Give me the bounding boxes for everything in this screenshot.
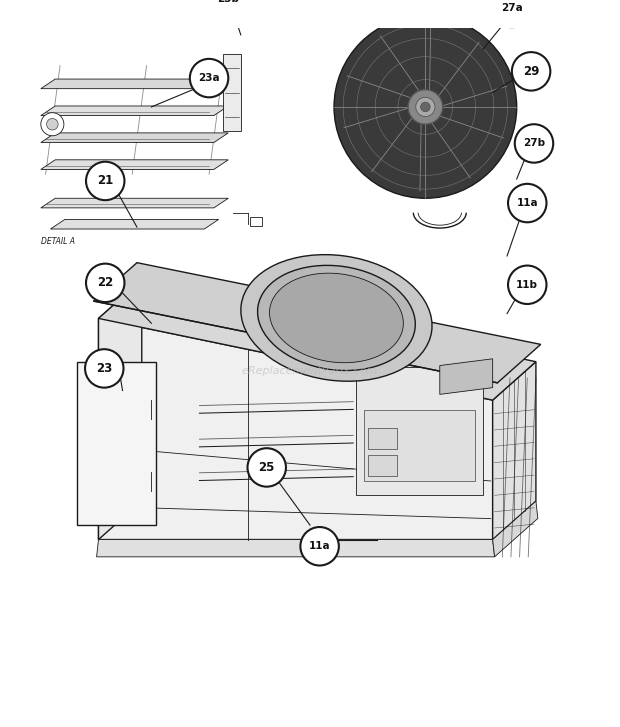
Polygon shape (97, 539, 495, 557)
Circle shape (300, 527, 339, 566)
Circle shape (408, 89, 443, 124)
Polygon shape (493, 501, 538, 557)
Polygon shape (493, 362, 536, 539)
Circle shape (46, 119, 58, 130)
Polygon shape (41, 198, 228, 208)
Polygon shape (223, 54, 241, 131)
Bar (368, 428, 397, 449)
Polygon shape (440, 359, 493, 394)
Circle shape (209, 0, 247, 18)
Text: 23a: 23a (198, 73, 220, 83)
Circle shape (515, 124, 553, 163)
Bar (356, 367, 483, 495)
Text: eReplacementParts.com: eReplacementParts.com (242, 366, 378, 377)
Bar (368, 455, 397, 476)
Circle shape (247, 449, 286, 486)
Bar (364, 410, 476, 481)
Text: 27a: 27a (501, 3, 523, 13)
Text: 27b: 27b (523, 138, 545, 148)
Text: 21: 21 (97, 174, 113, 188)
Polygon shape (41, 160, 228, 169)
Ellipse shape (241, 254, 432, 381)
Circle shape (508, 184, 546, 222)
Text: 23: 23 (96, 362, 112, 375)
Circle shape (334, 15, 516, 198)
Circle shape (493, 0, 531, 27)
Polygon shape (78, 362, 156, 525)
Circle shape (190, 59, 228, 97)
Circle shape (85, 349, 123, 387)
Polygon shape (41, 133, 228, 142)
Circle shape (86, 161, 125, 200)
Text: 29: 29 (523, 65, 539, 78)
Circle shape (508, 265, 546, 304)
Polygon shape (99, 280, 142, 539)
Circle shape (86, 264, 125, 302)
Bar (250, 217, 262, 226)
Polygon shape (94, 262, 541, 383)
Text: 11a: 11a (516, 198, 538, 208)
Circle shape (420, 102, 430, 112)
Text: 22: 22 (97, 276, 113, 289)
Polygon shape (41, 106, 228, 116)
Circle shape (512, 52, 551, 91)
Ellipse shape (270, 273, 404, 363)
Text: DETAIL A: DETAIL A (41, 237, 75, 246)
Polygon shape (99, 318, 493, 539)
Ellipse shape (257, 265, 415, 371)
Text: 11a: 11a (309, 542, 330, 551)
Polygon shape (99, 280, 536, 400)
Text: 25: 25 (259, 461, 275, 474)
Polygon shape (50, 220, 219, 229)
Text: 23b: 23b (217, 0, 239, 4)
Circle shape (416, 97, 435, 116)
Text: 11b: 11b (516, 280, 538, 290)
Circle shape (41, 113, 64, 136)
Polygon shape (41, 79, 228, 89)
